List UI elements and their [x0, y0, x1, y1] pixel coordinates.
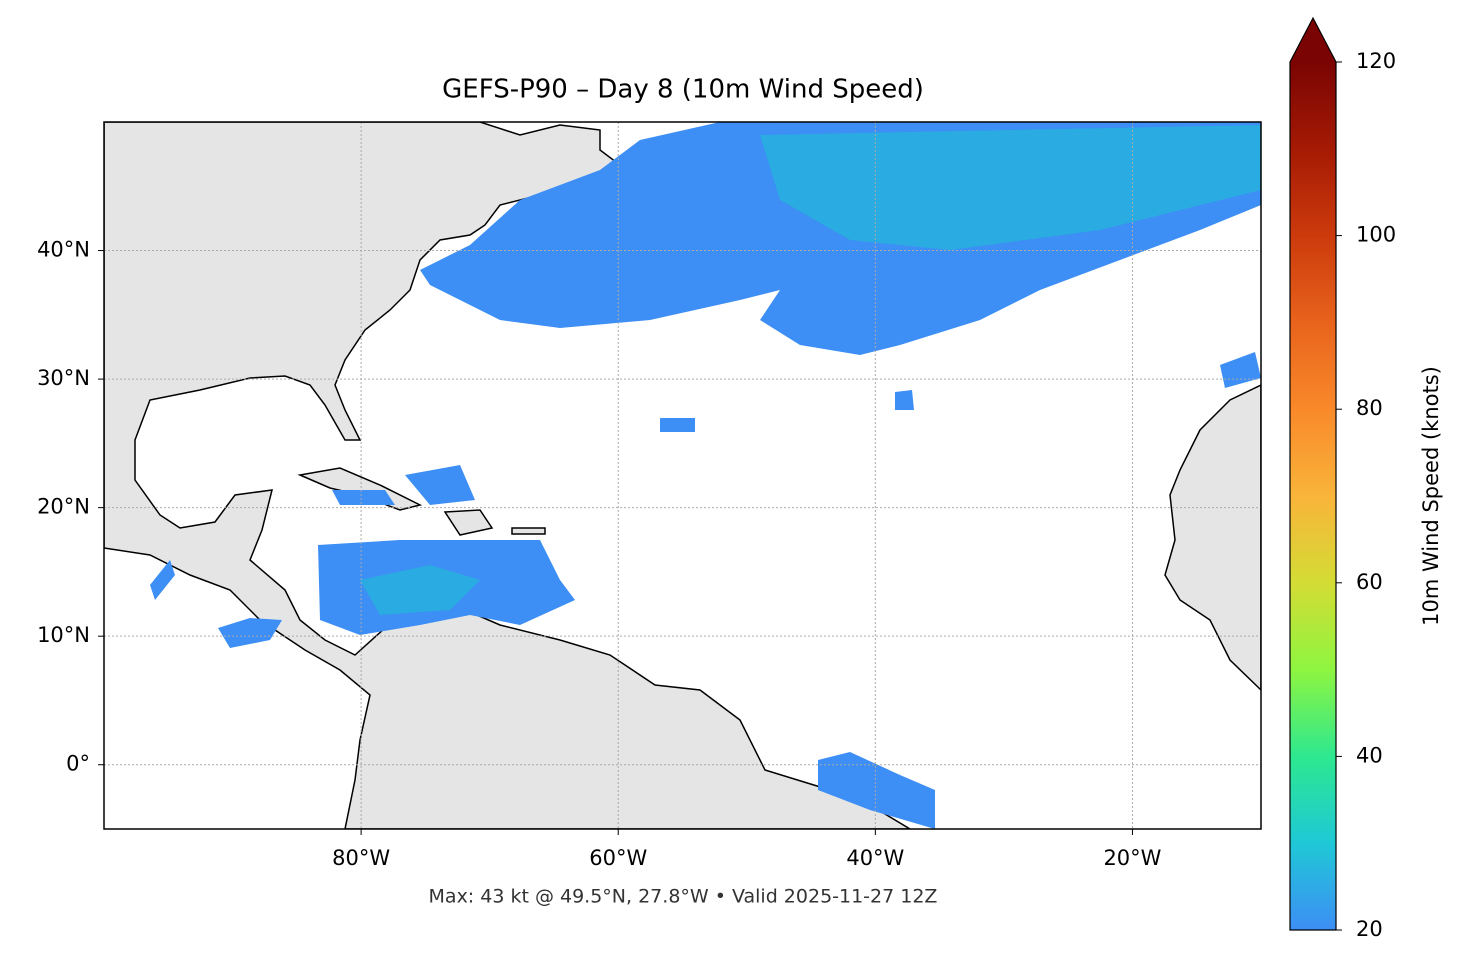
- colorbar-outline: [1289, 16, 1337, 931]
- africa: [1164, 384, 1261, 692]
- americas: [104, 122, 912, 829]
- colorbar-tick-label: 120: [1356, 49, 1396, 73]
- wind-pacific-2: [150, 560, 175, 600]
- wind-pacific: [218, 618, 282, 648]
- wind-azores: [895, 390, 914, 410]
- colorbar-tick-label: 20: [1356, 917, 1383, 941]
- x-tick-label: 20°W: [1103, 846, 1161, 870]
- x-tick-label: 80°W: [332, 846, 390, 870]
- hispaniola: [443, 509, 494, 536]
- wind-cuba-south: [332, 490, 395, 505]
- x-tick-label: 40°W: [846, 846, 904, 870]
- colorbar-scale: [1290, 62, 1336, 930]
- wind-bahamas: [405, 465, 475, 505]
- y-tick-label: 0°: [66, 752, 90, 776]
- puerto-rico: [511, 527, 546, 535]
- map-title: GEFS-P90 – Day 8 (10m Wind Speed): [442, 75, 924, 105]
- wind-field: [150, 122, 1261, 829]
- colorbar-tick-label: 80: [1356, 396, 1383, 420]
- colorbar-extend: [1290, 18, 1336, 62]
- wind-caribbean-core: [360, 565, 480, 615]
- y-tick-label: 20°N: [37, 495, 90, 519]
- colorbar-label: 10m Wind Speed (knots): [1419, 366, 1443, 626]
- y-tick-label: 10°N: [37, 623, 90, 647]
- x-tick-label: 60°W: [589, 846, 647, 870]
- footer-note: Max: 43 kt @ 49.5°N, 27.8°W • Valid 2025…: [429, 886, 938, 908]
- wind-equatorial: [818, 752, 935, 829]
- colorbar-tick-label: 60: [1356, 570, 1383, 594]
- wind-north-core: [760, 125, 1261, 250]
- colorbar-tick-label: 100: [1356, 223, 1396, 247]
- y-tick-label: 30°N: [37, 366, 90, 390]
- colorbar-tick-label: 40: [1356, 743, 1383, 767]
- graticule: [104, 122, 1261, 829]
- axis-ticks: 80°W 60°W 40°W 20°W 0° 10°N 20°N 30°N 40°N: [37, 238, 1162, 870]
- map-frame: [103, 121, 1262, 830]
- colorbar: 20 40 60 80 100 120: [1289, 16, 1396, 941]
- wind-canary: [1220, 352, 1261, 388]
- y-tick-label: 40°N: [37, 238, 90, 262]
- map-body: [104, 122, 1261, 829]
- wind-mid-atlantic: [660, 418, 695, 432]
